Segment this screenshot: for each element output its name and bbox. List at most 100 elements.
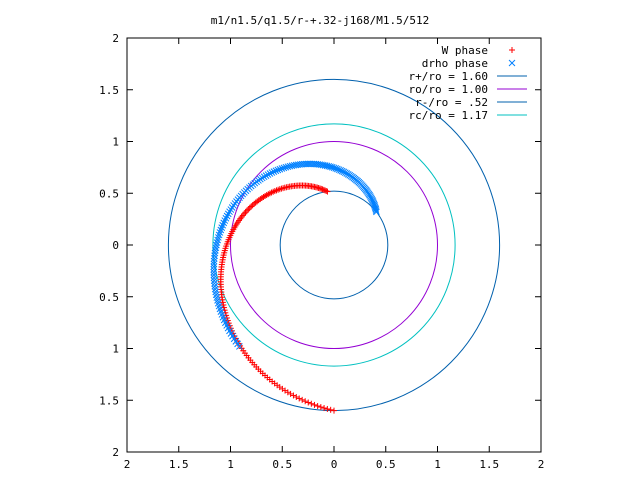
drho-phase-point — [212, 247, 219, 254]
w-phase-point — [242, 209, 249, 216]
w-phase-point — [331, 407, 337, 414]
drho-phase-point — [262, 172, 270, 179]
chart-title: m1/n1.5/q1.5/r-+.32-j168/M1.5/512 — [211, 14, 430, 27]
w-phase-point — [248, 203, 255, 210]
legend-label: rc/ro = 1.17 — [409, 109, 488, 122]
x-tick-label: 0 — [331, 458, 338, 471]
drho-phase-point — [213, 241, 220, 249]
drho-phase-point — [211, 252, 218, 260]
drho-phase-point — [260, 173, 268, 181]
legend-label: r+/ro = 1.60 — [409, 70, 488, 83]
drho-phase-point — [212, 244, 220, 252]
drho-phase-point — [264, 171, 272, 178]
drho-phase-point — [274, 166, 282, 174]
drho-phase-point — [266, 170, 274, 177]
drho-phase-point — [282, 163, 290, 171]
drho-phase-point — [284, 163, 292, 171]
x-axis: 2 1.5 1 0.5 0 0.5 1 1.5 2 — [124, 38, 545, 471]
drho-phase-point — [210, 268, 218, 276]
w-phase-point — [249, 202, 256, 209]
w-phase-point — [324, 188, 331, 195]
y-tick-label: 1.5 — [99, 394, 119, 407]
drho-phase-point — [272, 167, 280, 175]
legend-label: drho phase — [422, 57, 488, 70]
drho-phase-point — [210, 263, 218, 271]
circle-rc — [212, 123, 456, 367]
drho-phase-point — [210, 277, 218, 284]
w-phase-point — [245, 206, 252, 213]
w-phase-point — [293, 393, 300, 400]
legend-label: W phase — [442, 44, 488, 57]
y-tick-label: 2 — [112, 32, 119, 45]
x-tick-label: 1.5 — [479, 458, 499, 471]
x-tick-label: 1 — [227, 458, 234, 471]
y-tick-label: 0.5 — [99, 291, 119, 304]
w-phase-point — [290, 392, 297, 399]
w-phase-point — [319, 186, 326, 193]
y-tick-label: 1.5 — [99, 84, 119, 97]
w-phase-point — [220, 301, 227, 308]
drho-phase-point — [211, 282, 219, 290]
legend-marker — [508, 59, 516, 67]
drho-phase-point — [288, 162, 296, 170]
drho-phase-point — [268, 169, 276, 176]
w-phase-point — [305, 399, 312, 406]
y-tick-label: 0 — [112, 239, 119, 252]
drho-phase-point — [210, 266, 218, 273]
legend-label: ro/ro = 1.00 — [409, 83, 488, 96]
drho-phase-point — [214, 234, 222, 241]
y-axis: 2 1.5 1 0.5 0 0.5 1 1.5 2 — [99, 32, 541, 459]
drho-phase-point — [210, 255, 218, 262]
w-phase-point — [327, 406, 334, 413]
drho-phase-point — [211, 280, 218, 287]
y-tick-label: 1 — [112, 343, 119, 356]
drho-phase-point — [372, 205, 380, 213]
circle-ro — [230, 141, 438, 349]
drho-phase-point — [258, 174, 266, 182]
drho-phase-point — [373, 208, 380, 216]
drho-phase-point — [210, 257, 218, 265]
w-phase-point — [296, 395, 303, 402]
w-phase-point — [241, 210, 248, 217]
x-tick-label: 1.5 — [169, 458, 189, 471]
x-tick-label: 1 — [434, 458, 441, 471]
drho-phase-point — [276, 165, 284, 173]
w-phase-point — [220, 304, 227, 311]
series-points — [210, 160, 380, 414]
drho-phase-point — [214, 236, 221, 244]
drho-phase-point — [372, 207, 380, 214]
drho-phase-point — [286, 162, 294, 170]
drho-phase-point — [210, 271, 218, 279]
w-phase-point — [243, 207, 250, 214]
x-tick-label: 2 — [124, 458, 131, 471]
w-phase-point — [302, 398, 309, 405]
w-phase-point — [317, 404, 324, 411]
y-tick-label: 2 — [112, 446, 119, 459]
drho-phase-point — [213, 239, 221, 246]
y-tick-label: 0.5 — [99, 187, 119, 200]
y-tick-label: 1 — [112, 136, 119, 149]
w-phase-point — [314, 403, 321, 410]
w-phase-point — [323, 187, 330, 194]
w-phase-point — [223, 314, 230, 321]
drho-phase-point — [280, 164, 288, 172]
w-phase-point — [321, 405, 328, 412]
legend-label: r-/ro = .52 — [415, 96, 488, 109]
w-phase-point — [324, 405, 331, 412]
w-phase-point — [299, 396, 306, 403]
drho-phase-point — [211, 249, 219, 257]
w-phase-point — [311, 401, 318, 408]
drho-phase-point — [270, 168, 278, 175]
drho-phase-point — [210, 260, 218, 268]
w-phase-point — [308, 400, 315, 407]
x-tick-label: 2 — [538, 458, 545, 471]
drho-phase-point — [210, 274, 218, 282]
w-phase-point — [246, 204, 253, 211]
x-tick-label: 0.5 — [376, 458, 396, 471]
drho-phase-point — [211, 285, 219, 293]
circle-r- — [279, 190, 389, 300]
x-tick-label: 0.5 — [272, 458, 292, 471]
